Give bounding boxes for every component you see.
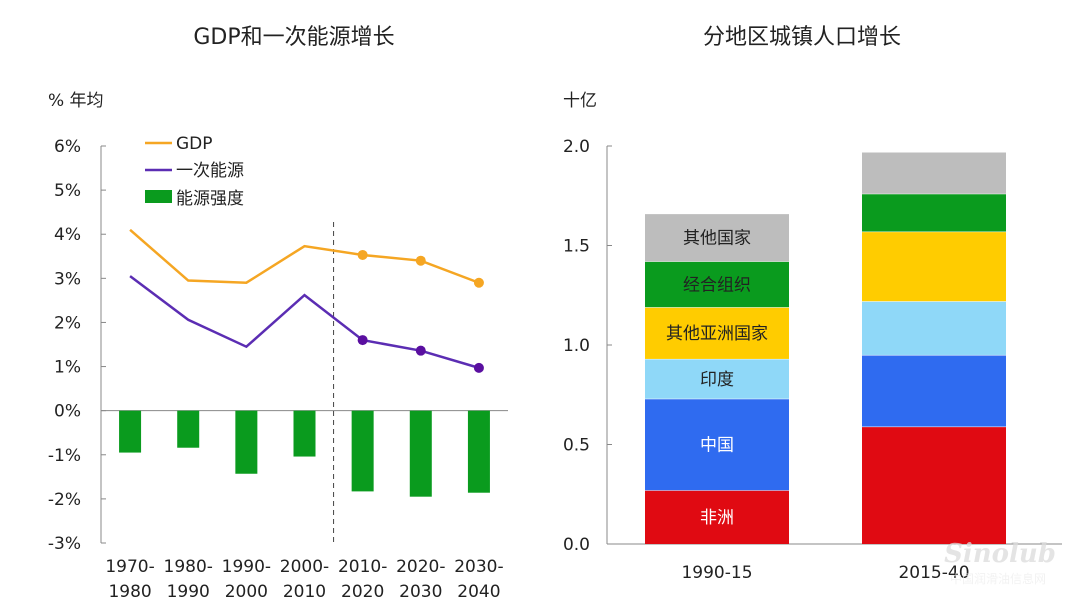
segment-label: 其他亚洲国家 bbox=[666, 324, 768, 344]
stacked-segment bbox=[645, 398, 789, 491]
x-tick-label: 2010- bbox=[338, 557, 387, 577]
segment-label: 其他国家 bbox=[683, 229, 751, 249]
legend-label: 一次能源 bbox=[176, 161, 244, 181]
stacked-segment bbox=[862, 231, 1006, 302]
stacked-segment bbox=[645, 213, 789, 262]
svg-text:中国润滑油信息网: 中国润滑油信息网 bbox=[950, 571, 1046, 586]
x-tick-label: 1980 bbox=[108, 582, 151, 602]
left-chart-ylabel: % 年均 bbox=[48, 91, 104, 111]
data-point bbox=[473, 277, 484, 288]
bar-energy-intensity bbox=[235, 410, 258, 474]
y-tick-label: 1.5 bbox=[563, 237, 590, 257]
segment-label: 中国 bbox=[700, 436, 734, 456]
y-tick-label: 0.5 bbox=[563, 436, 590, 456]
bar-energy-intensity bbox=[293, 410, 316, 457]
bar-energy-intensity bbox=[351, 410, 374, 492]
segment-label: 印度 bbox=[700, 370, 734, 390]
stacked-segment bbox=[645, 490, 789, 544]
data-point bbox=[357, 249, 368, 260]
y-tick-label: 5% bbox=[54, 181, 81, 201]
right-chart-ylabel: 十亿 bbox=[563, 91, 597, 111]
segment-label: 非洲 bbox=[700, 508, 734, 528]
y-tick-label: 2% bbox=[54, 313, 81, 333]
x-tick-label: 2030- bbox=[454, 557, 503, 577]
y-tick-label: 6% bbox=[54, 137, 81, 157]
segment-label: 经合组织 bbox=[683, 275, 751, 295]
legend-swatch bbox=[145, 190, 172, 203]
watermark: Sinolub 中国润滑油信息网 bbox=[944, 539, 1056, 586]
y-tick-label: 3% bbox=[54, 269, 81, 289]
x-tick-label: 2020- bbox=[396, 557, 445, 577]
y-tick-label: 4% bbox=[54, 225, 81, 245]
data-point bbox=[473, 362, 484, 373]
x-tick-label: 1990 bbox=[167, 582, 210, 602]
stacked-segment bbox=[862, 151, 1006, 194]
svg-text:Sinolub: Sinolub bbox=[944, 539, 1056, 569]
stacked-segment bbox=[862, 301, 1006, 355]
x-tick-label: 1980- bbox=[164, 557, 213, 577]
x-tick-label: 2000 bbox=[225, 582, 268, 602]
x-tick-label: 2015-40 bbox=[898, 563, 969, 583]
data-point bbox=[415, 345, 426, 356]
bar-energy-intensity bbox=[119, 410, 142, 453]
x-tick-label: 2010 bbox=[283, 582, 326, 602]
stacked-segment bbox=[645, 307, 789, 359]
y-tick-label: 0.0 bbox=[563, 535, 590, 555]
stacked-segment bbox=[862, 426, 1006, 544]
bar-energy-intensity bbox=[409, 410, 432, 497]
x-tick-label: 2000- bbox=[280, 557, 329, 577]
legend-label: GDP bbox=[176, 134, 213, 154]
left-chart-title: GDP和一次能源增长 bbox=[193, 25, 394, 50]
y-tick-label: -2% bbox=[48, 490, 81, 510]
bar-energy-intensity bbox=[177, 410, 200, 448]
x-tick-label: 2030 bbox=[399, 582, 442, 602]
stacked-segment bbox=[645, 358, 789, 399]
stacked-segment bbox=[862, 354, 1006, 427]
x-tick-label: 1990-15 bbox=[681, 563, 752, 583]
y-tick-label: -1% bbox=[48, 446, 81, 466]
data-point bbox=[357, 335, 368, 346]
x-tick-label: 2020 bbox=[341, 582, 384, 602]
x-tick-label: 2040 bbox=[457, 582, 500, 602]
data-point bbox=[415, 255, 426, 266]
line-primary-energy bbox=[129, 275, 480, 370]
stacked-segment bbox=[645, 261, 789, 308]
x-tick-label: 1970- bbox=[105, 557, 154, 577]
right-chart-title: 分地区城镇人口增长 bbox=[703, 25, 901, 50]
y-tick-label: 1% bbox=[54, 358, 81, 378]
y-tick-label: 2.0 bbox=[563, 137, 590, 157]
stacked-segment bbox=[862, 193, 1006, 232]
y-tick-label: 1.0 bbox=[563, 336, 590, 356]
x-tick-label: 1990- bbox=[222, 557, 271, 577]
y-tick-label: -3% bbox=[48, 534, 81, 554]
y-tick-label: 0% bbox=[54, 402, 81, 422]
legend-label: 能源强度 bbox=[176, 189, 244, 209]
bar-energy-intensity bbox=[467, 410, 490, 493]
line-gdp bbox=[129, 228, 480, 285]
